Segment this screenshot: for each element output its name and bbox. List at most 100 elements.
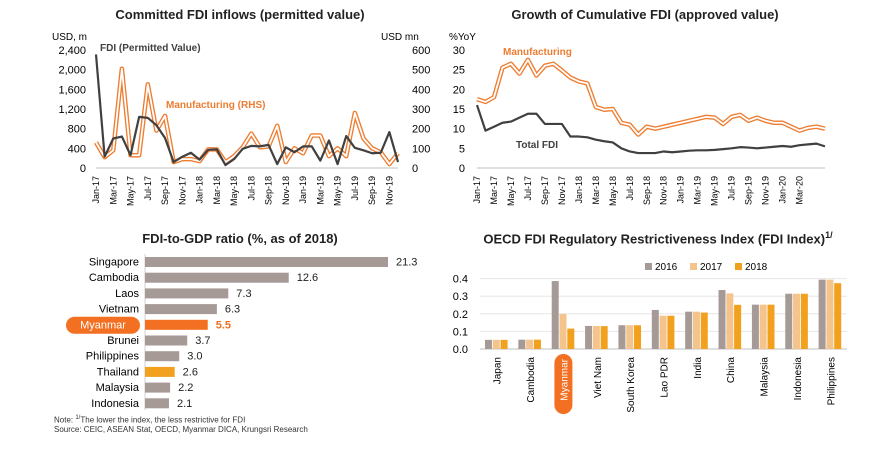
bar-2017 <box>793 293 801 349</box>
x-tick-label: Jul-19 <box>350 176 360 201</box>
x-tick-label: Sep-18 <box>642 176 652 205</box>
bar-2017 <box>726 293 734 349</box>
myanmar-highlight-pill <box>554 354 573 414</box>
note-sup: 1/ <box>75 415 81 421</box>
x-tick-label: Jan-20 <box>778 176 788 204</box>
bar-2018 <box>700 312 708 349</box>
value-label: 7.3 <box>236 288 251 300</box>
y-tick-label: 2,000 <box>58 65 86 77</box>
bar-2016 <box>651 309 659 349</box>
note-prefix: Note: <box>54 415 76 425</box>
y-tick-label: 15 <box>453 104 465 116</box>
category-label: South Korea <box>626 357 637 413</box>
category-label: Cambodia <box>89 272 140 284</box>
category-label: Cambodia <box>526 357 537 403</box>
category-label: Malaysia <box>96 382 140 394</box>
chart4-title-sup: 1/ <box>825 230 833 240</box>
category-label: Indonesia <box>793 357 804 401</box>
footer-note: Note: 1/The lower the index, the less re… <box>54 415 245 425</box>
x-tick-label: Jan-18 <box>195 176 205 204</box>
category-label: Vietnam <box>99 304 139 316</box>
x-tick-label: May-17 <box>506 176 516 206</box>
bar <box>145 366 175 377</box>
series-fdi-permitted-line <box>94 54 400 167</box>
footer-source: Source: CEIC, ASEAN Stat, OECD, Myanmar … <box>54 425 308 434</box>
bar-2017 <box>559 313 567 349</box>
bar <box>145 257 388 267</box>
y2-tick-label: 100 <box>412 143 430 155</box>
x-tick-label: Nov-18 <box>659 176 669 205</box>
y2-tick-label: 600 <box>412 45 430 57</box>
bar-2016 <box>818 279 826 349</box>
bar-2017 <box>626 325 634 349</box>
bar <box>145 319 208 330</box>
x-tick-label: Sep-19 <box>744 176 754 205</box>
x-tick-label: Mar-20 <box>795 176 805 205</box>
category-label: Thailand <box>97 366 139 378</box>
category-label: Philippines <box>826 357 837 405</box>
bar-2018 <box>533 339 541 349</box>
x-tick-label: Jul-19 <box>727 176 737 201</box>
y-tick-label: 800 <box>68 124 86 136</box>
y-tick-label: 0.3 <box>453 291 468 303</box>
right-unit-label: USD mn <box>381 32 419 43</box>
bar-2018 <box>600 326 608 349</box>
bar-2016 <box>718 290 726 349</box>
bar-2016 <box>484 339 492 349</box>
bar <box>145 304 217 315</box>
category-label: Philippines <box>86 351 140 363</box>
legend-label: 2017 <box>700 262 723 273</box>
chart4-title-text: OECD FDI Regulatory Restrictiveness Inde… <box>483 231 826 247</box>
bar-2018 <box>567 328 575 349</box>
x-tick-label: Jul-17 <box>143 176 153 201</box>
y-tick-label: 400 <box>68 143 86 155</box>
x-tick-label: Jan-17 <box>91 176 101 204</box>
category-label: Myanmar <box>80 319 126 331</box>
y-tick-label: 10 <box>453 124 465 136</box>
bar-2018 <box>800 293 808 349</box>
x-tick-label: May-18 <box>608 176 618 206</box>
legend-swatch-2017 <box>690 263 697 270</box>
label-manufacturing: Manufacturing <box>503 47 572 58</box>
x-tick-label: Nov-17 <box>177 176 187 205</box>
x-tick-label: Jan-19 <box>298 176 308 204</box>
category-label: Myanmar <box>559 358 570 400</box>
bar-2017 <box>692 311 700 349</box>
y2-tick-label: 0 <box>412 163 418 175</box>
y2-tick-label: 300 <box>412 104 430 116</box>
bar <box>145 382 171 393</box>
bar <box>145 398 169 409</box>
x-tick-label: May-18 <box>229 176 239 206</box>
bar-2018 <box>767 304 775 349</box>
x-tick-label: Sep-17 <box>160 176 170 205</box>
bar-2016 <box>618 325 626 349</box>
value-label: 3.0 <box>187 351 202 363</box>
y-tick-label: 0 <box>459 163 465 175</box>
series-manufacturing-line-inner <box>95 67 399 165</box>
x-tick-label: Nov-19 <box>761 176 771 205</box>
x-tick-label: Mar-19 <box>315 176 325 205</box>
x-tick-label: Jul-18 <box>246 176 256 201</box>
y-tick-label: 1,600 <box>58 84 86 96</box>
x-tick-label: Mar-19 <box>693 176 703 205</box>
value-label: 2.2 <box>178 382 193 394</box>
bar-2016 <box>685 311 693 349</box>
bar-2016 <box>551 281 559 349</box>
y-tick-label: 25 <box>453 65 465 77</box>
y-tick-label: 1,200 <box>58 104 86 116</box>
y2-tick-label: 400 <box>412 84 430 96</box>
y-tick-label: 0 <box>80 163 86 175</box>
chart2-title: Growth of Cumulative FDI (approved value… <box>511 7 779 22</box>
bar-2016 <box>751 304 759 349</box>
bar-2016 <box>785 293 793 349</box>
bar-2017 <box>526 339 534 349</box>
category-label: Japan <box>493 357 504 384</box>
x-tick-label: Jul-17 <box>523 176 533 201</box>
y-tick-label: 0.0 <box>453 344 468 356</box>
y-tick-label: 0.4 <box>453 274 468 286</box>
bar <box>145 272 289 283</box>
bar-2016 <box>518 339 526 349</box>
series-manufacturing-line-inner <box>476 58 826 136</box>
chart-committed-fdi: USD, m USD mn 0 400 800 1,200 1,600 2,000 2,400 0… <box>52 32 430 206</box>
legend-swatch-2016 <box>645 263 652 270</box>
